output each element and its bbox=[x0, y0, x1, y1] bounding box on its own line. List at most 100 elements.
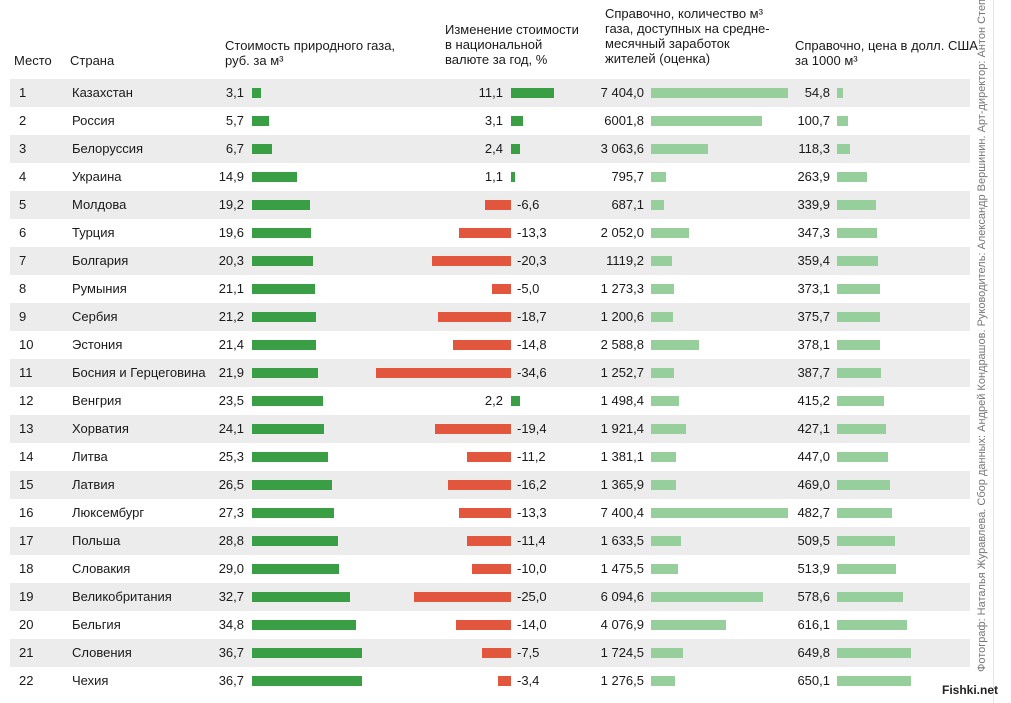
header-change-line: валюте за год, % bbox=[445, 52, 548, 67]
price-value: 21,2 bbox=[218, 309, 244, 324]
affordable-value: 1 498,4 bbox=[600, 393, 644, 408]
price-bar bbox=[252, 88, 262, 98]
rank-cell: 6 bbox=[19, 225, 27, 240]
affordable-value: 1 273,3 bbox=[600, 281, 644, 296]
usd-value: 650,1 bbox=[797, 673, 830, 688]
usd-bar bbox=[837, 88, 844, 98]
price-value: 14,9 bbox=[218, 169, 244, 184]
change-value: -14,0 bbox=[517, 617, 547, 632]
affordable-value: 1 365,9 bbox=[600, 477, 644, 492]
price-value: 26,5 bbox=[218, 477, 244, 492]
change-value: -11,4 bbox=[517, 533, 546, 548]
change-bar bbox=[472, 564, 511, 574]
change-value: 2,2 bbox=[484, 393, 503, 408]
affordable-bar bbox=[651, 312, 674, 322]
price-bar bbox=[252, 424, 325, 434]
affordable-bar bbox=[651, 396, 679, 406]
rank-cell: 18 bbox=[19, 561, 34, 576]
header-price-rub-line: Стоимость природного газа, bbox=[225, 38, 396, 53]
rank-cell: 8 bbox=[19, 281, 27, 296]
usd-bar bbox=[837, 480, 891, 490]
usd-bar bbox=[837, 536, 896, 546]
usd-bar bbox=[837, 648, 912, 658]
change-value: -5,0 bbox=[517, 281, 540, 296]
header-price-usd: Справочно, цена в долл. США за 1000 м³ bbox=[795, 38, 978, 68]
price-value: 21,9 bbox=[218, 365, 244, 380]
usd-bar bbox=[837, 172, 868, 182]
rank-cell: 21 bbox=[19, 645, 34, 660]
header-affordable-line: газа, доступных на средне- bbox=[605, 21, 770, 36]
change-value: 3,1 bbox=[484, 113, 503, 128]
usd-value: 447,0 bbox=[797, 449, 830, 464]
change-bar bbox=[431, 256, 511, 266]
credit-text: Фотограф: Наталья Журавлева. Сбор данных… bbox=[976, 0, 988, 672]
header-affordable-line: жителей (оценка) bbox=[605, 51, 711, 66]
usd-bar bbox=[837, 256, 878, 266]
usd-bar bbox=[837, 620, 908, 630]
usd-bar bbox=[837, 592, 903, 602]
affordable-value: 1 633,5 bbox=[600, 533, 644, 548]
usd-value: 118,3 bbox=[798, 141, 830, 156]
price-value: 28,8 bbox=[218, 533, 244, 548]
change-value: -11,2 bbox=[517, 449, 546, 464]
price-value: 23,5 bbox=[218, 393, 244, 408]
change-value: 11,1 bbox=[478, 85, 503, 100]
affordable-value: 1 252,7 bbox=[600, 365, 644, 380]
affordable-bar bbox=[651, 564, 679, 574]
header-affordable-line: месячный заработок bbox=[605, 36, 730, 51]
affordable-bar bbox=[651, 424, 687, 434]
change-bar bbox=[481, 648, 511, 658]
country-cell: Сербия bbox=[72, 309, 118, 324]
header-price-usd-line: Справочно, цена в долл. США bbox=[795, 38, 978, 53]
price-bar bbox=[252, 144, 273, 154]
change-value: -3,4 bbox=[517, 673, 540, 688]
divider-line bbox=[993, 0, 994, 703]
country-cell: Эстония bbox=[72, 337, 123, 352]
usd-bar bbox=[837, 424, 886, 434]
affordable-bar bbox=[651, 144, 708, 154]
rank-cell: 12 bbox=[19, 393, 34, 408]
country-cell: Великобритания bbox=[72, 589, 172, 604]
affordable-bar bbox=[651, 480, 677, 490]
country-cell: Россия bbox=[72, 113, 115, 128]
price-bar bbox=[252, 676, 363, 686]
rank-cell: 7 bbox=[19, 253, 27, 268]
usd-bar bbox=[837, 312, 880, 322]
country-cell: Украина bbox=[72, 169, 122, 184]
price-bar bbox=[252, 508, 334, 518]
affordable-bar bbox=[651, 508, 788, 518]
header-country: Страна bbox=[70, 53, 115, 68]
price-bar bbox=[252, 256, 313, 266]
country-cell: Бельгия bbox=[72, 617, 121, 632]
usd-bar bbox=[837, 452, 888, 462]
rank-cell: 11 bbox=[19, 365, 33, 380]
affordable-bar bbox=[651, 648, 683, 658]
change-bar bbox=[491, 284, 511, 294]
country-cell: Словакия bbox=[72, 561, 131, 576]
rank-cell: 14 bbox=[19, 449, 34, 464]
usd-bar bbox=[837, 116, 849, 126]
usd-value: 263,9 bbox=[797, 169, 830, 184]
usd-value: 54,8 bbox=[804, 85, 830, 100]
affordable-bar bbox=[651, 228, 689, 238]
change-bar bbox=[447, 480, 511, 490]
country-cell: Хорватия bbox=[72, 421, 129, 436]
affordable-value: 2 588,8 bbox=[600, 337, 644, 352]
change-bar bbox=[485, 200, 511, 210]
header-change-line: в национальной bbox=[445, 37, 543, 52]
price-value: 32,7 bbox=[218, 589, 244, 604]
price-bar bbox=[252, 172, 297, 182]
usd-value: 347,3 bbox=[797, 225, 830, 240]
usd-value: 359,4 bbox=[797, 253, 830, 268]
change-value: -20,3 bbox=[517, 253, 547, 268]
change-bar bbox=[459, 228, 511, 238]
price-value: 21,1 bbox=[218, 281, 244, 296]
change-bar bbox=[459, 508, 511, 518]
country-cell: Венгрия bbox=[72, 393, 122, 408]
affordable-value: 3 063,6 bbox=[600, 141, 644, 156]
usd-value: 100,7 bbox=[797, 113, 830, 128]
rank-cell: 10 bbox=[19, 337, 34, 352]
change-bar bbox=[456, 620, 511, 630]
rank-cell: 13 bbox=[19, 421, 34, 436]
price-bar bbox=[252, 592, 351, 602]
